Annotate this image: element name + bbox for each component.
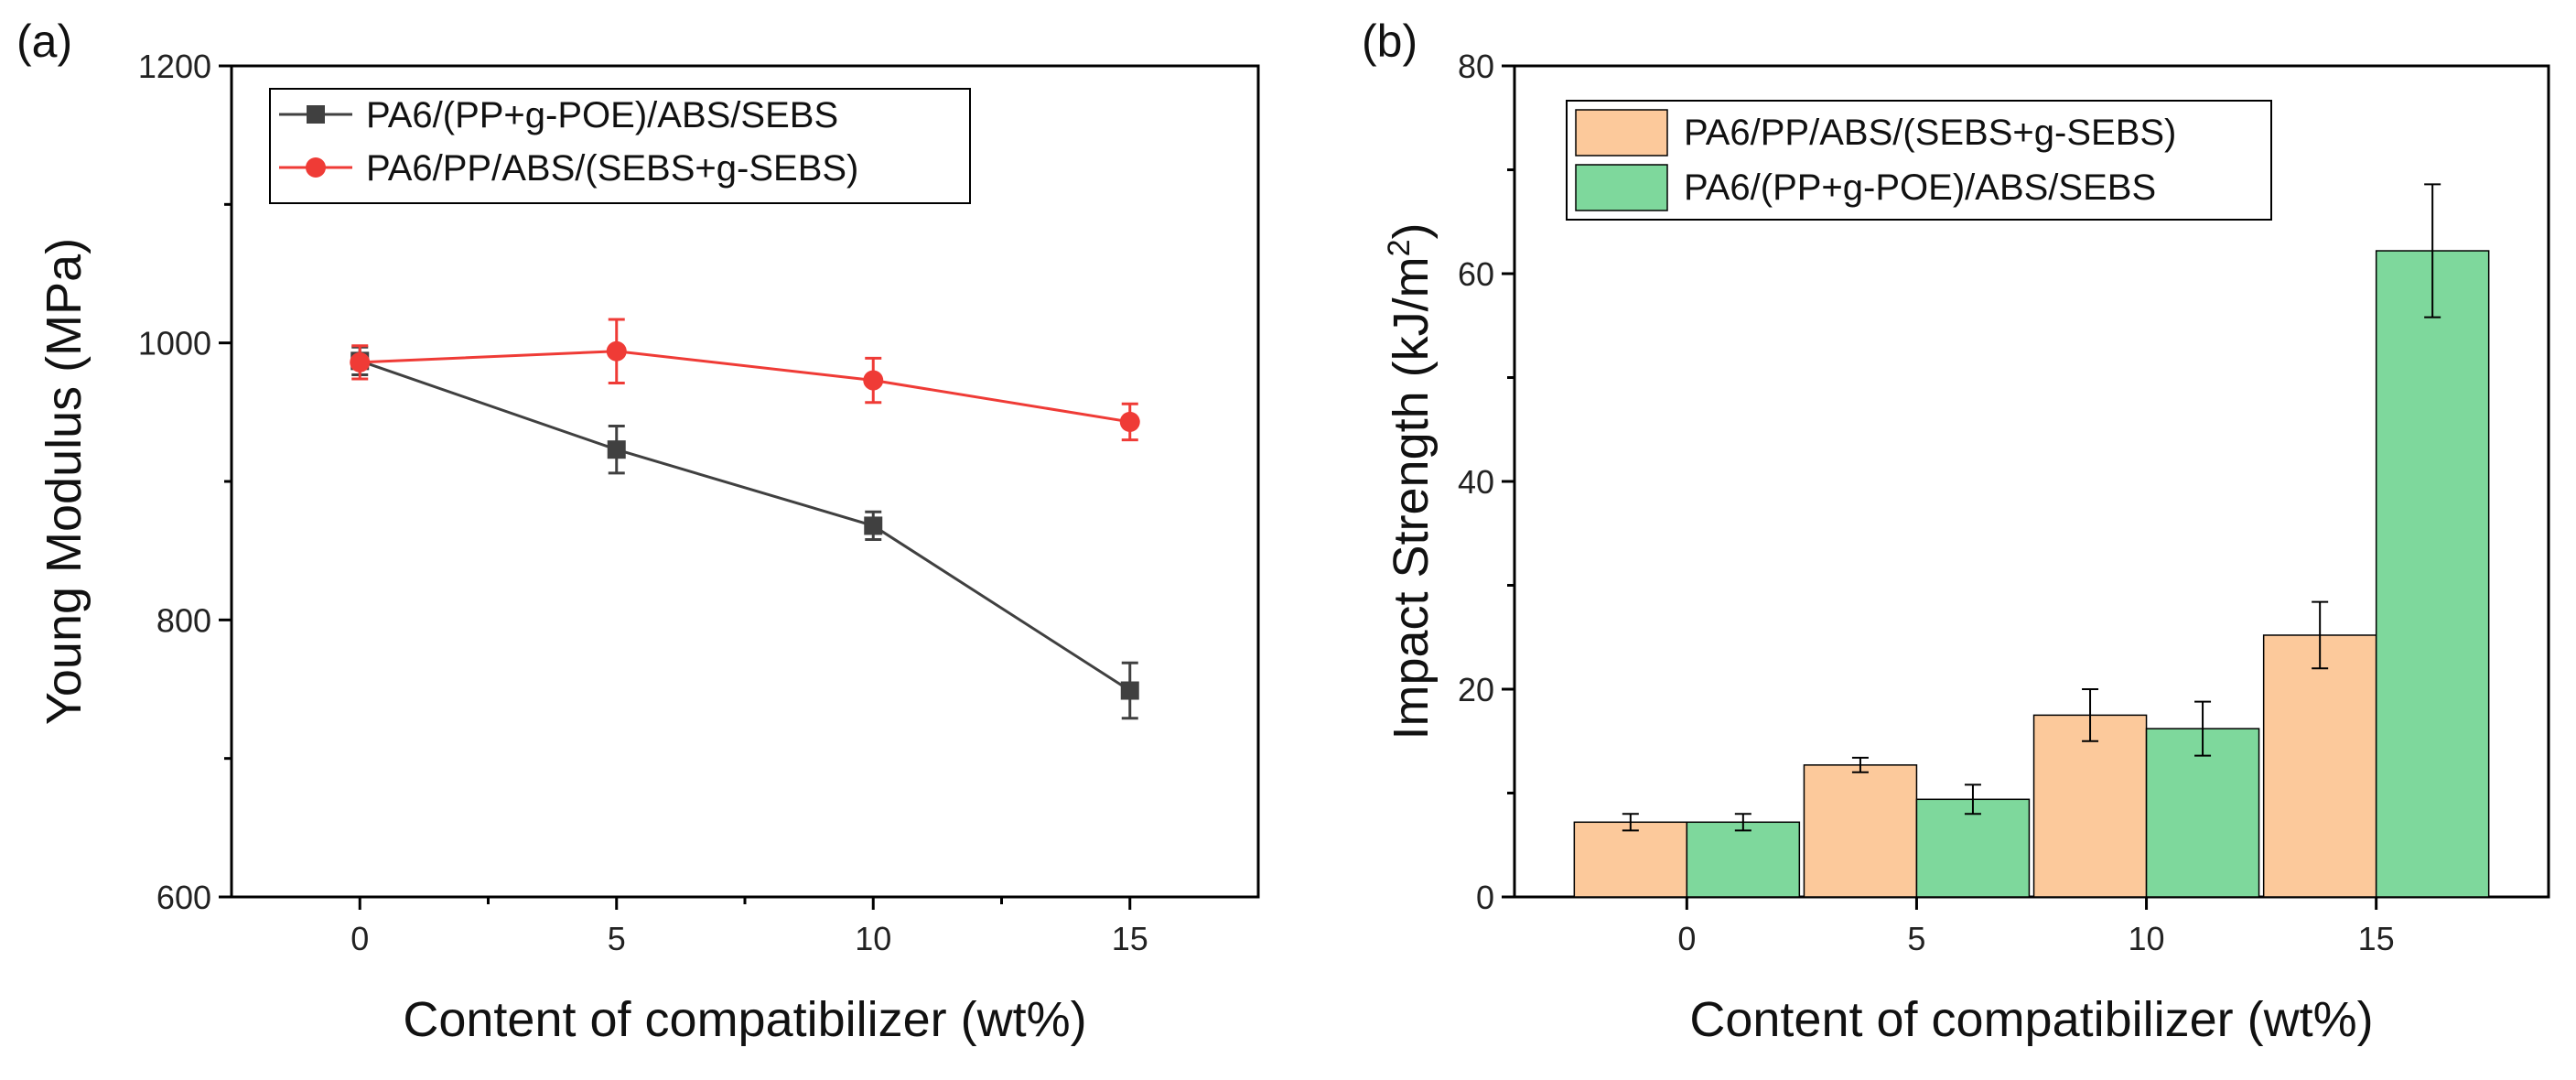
y-tick-label: 20 (1458, 671, 1494, 708)
panel-b-bars (1573, 183, 2490, 898)
panel-b-y-axis-title-sup: 2 (1382, 239, 1417, 256)
panel-a-legend-label-1: PA6/PP/ABS/(SEBS+g-SEBS) (366, 148, 858, 189)
panel-a-y-ticks: 600 800 1000 1200 (138, 48, 232, 916)
panel-a-x-ticks: 0 5 10 15 (350, 897, 1148, 957)
x-tick-label: 0 (1677, 920, 1696, 957)
x-tick-label: 10 (2129, 920, 2165, 957)
bar-series-1 (2145, 728, 2260, 898)
x-tick-label: 10 (855, 920, 891, 957)
y-tick-label: 80 (1458, 48, 1494, 85)
panel-a-y-axis-title: Young Modulus (MPa) (37, 238, 92, 725)
bar-series-1 (2375, 250, 2490, 898)
data-point-square (1120, 681, 1139, 700)
panel-b-legend-box (1566, 100, 2272, 221)
panel-b-x-ticks: 0 5 10 15 (1677, 897, 2395, 957)
x-tick-label: 15 (2358, 920, 2395, 957)
panel-a-legend: PA6/(PP+g-POE)/ABS/SEBS PA6/PP/ABS/(SEBS… (269, 88, 971, 204)
y-tick-label: 600 (156, 879, 211, 916)
panel-b-x-axis-title: Content of compatibilizer (wt%) (1689, 992, 2373, 1047)
data-point-square (864, 516, 883, 535)
panel-a-series (350, 318, 1140, 720)
data-point-circle (350, 351, 371, 373)
bar-series-1 (1686, 821, 1801, 898)
y-tick-label: 60 (1458, 255, 1494, 293)
y-tick-label: 0 (1476, 879, 1494, 916)
panel-a-legend-label-0: PA6/(PP+g-POE)/ABS/SEBS (366, 95, 838, 135)
bar-series-1 (1915, 798, 2031, 898)
bar-series-0 (1803, 764, 1918, 898)
series-line-0 (359, 359, 1131, 692)
y-tick-label: 1000 (138, 325, 211, 362)
y-tick-label: 1200 (138, 48, 211, 85)
panel-b-y-axis-title: Impact Strength (kJ/m2) (1382, 222, 1439, 740)
panel-b-label: (b) (1362, 16, 1417, 67)
panel-b-legend-swatch-0 (1575, 109, 1668, 157)
data-point-circle (606, 340, 627, 362)
panel-a-legend-box (269, 88, 971, 204)
panel-b-legend-label-0: PA6/PP/ABS/(SEBS+g-SEBS) (1684, 113, 2176, 153)
x-tick-label: 0 (350, 920, 369, 957)
panel-b-legend-swatch-1 (1575, 164, 1668, 211)
panel-b-y-axis-title-tail: ) (1384, 222, 1439, 239)
panel-b-y-ticks: 0 20 40 60 80 (1458, 48, 1514, 916)
legend-square-marker (307, 105, 325, 124)
data-point-circle (863, 370, 884, 391)
panel-b-impact-strength: (b) 0 20 40 60 80 0 5 10 15 Impact Strength (kJ… (1362, 16, 2550, 1047)
panel-a-x-axis-title: Content of compatibilizer (wt%) (403, 992, 1086, 1047)
bar-series-0 (1573, 821, 1688, 898)
x-tick-label: 15 (1112, 920, 1148, 957)
panel-a-young-modulus: (a) 600 800 1000 1200 0 5 10 15 Young Modulus … (16, 16, 1260, 1047)
data-point-square (607, 440, 626, 459)
y-tick-label: 40 (1458, 463, 1494, 501)
panel-a-label: (a) (16, 16, 72, 67)
bar-series-0 (2262, 634, 2377, 898)
panel-b-y-axis-title-main: Impact Strength (kJ/m (1384, 256, 1439, 740)
legend-circle-marker (306, 157, 326, 178)
series-line-1 (360, 350, 1130, 424)
panel-b-legend: PA6/PP/ABS/(SEBS+g-SEBS) PA6/(PP+g-POE)/… (1566, 100, 2272, 221)
panel-b-legend-label-1: PA6/(PP+g-POE)/ABS/SEBS (1684, 167, 2156, 208)
bar-series-0 (2032, 714, 2148, 898)
y-tick-label: 800 (156, 601, 211, 639)
x-tick-label: 5 (1907, 920, 1925, 957)
data-point-circle (1119, 411, 1140, 432)
x-tick-label: 5 (608, 920, 626, 957)
